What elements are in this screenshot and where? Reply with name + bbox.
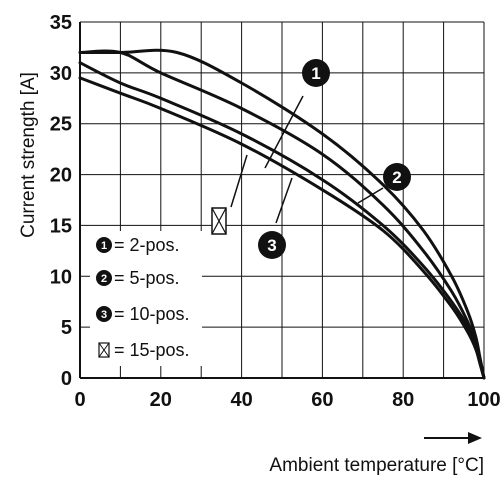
legend-item-15-pos: = 15-pos.	[98, 340, 190, 360]
svg-text:2: 2	[392, 168, 401, 187]
y-tick-label: 10	[50, 266, 72, 288]
legend-item-10-pos: 3 = 10-pos.	[96, 304, 190, 324]
legend-item-5-pos: 2 = 5-pos.	[96, 268, 180, 288]
y-tick-label: 15	[50, 215, 72, 237]
callout-leaders	[230, 95, 384, 224]
svg-text:= 15-pos.: = 15-pos.	[114, 340, 190, 360]
x-tick-label: 80	[392, 389, 414, 411]
series-line-1	[78, 48, 486, 380]
curves	[78, 48, 486, 380]
y-tick-label: 5	[61, 317, 72, 339]
series-line-15-pos	[78, 76, 486, 380]
svg-text:= 5-pos.: = 5-pos.	[114, 268, 180, 288]
x-tick-label: 40	[230, 389, 252, 411]
x-tick-label: 60	[311, 389, 333, 411]
svg-text:3: 3	[267, 236, 276, 255]
legend-item-2-pos: 1 = 2-pos.	[96, 235, 180, 255]
y-tick-label: 30	[50, 63, 72, 85]
callout-15-pos-icon	[211, 207, 227, 235]
callout-1: 1	[302, 59, 330, 87]
svg-text:2: 2	[101, 273, 107, 285]
svg-text:3: 3	[101, 309, 107, 321]
svg-text:= 10-pos.: = 10-pos.	[114, 304, 190, 324]
series-line-2	[78, 49, 486, 380]
x-tick-label: 20	[150, 389, 172, 411]
y-tick-label: 25	[50, 114, 72, 136]
svg-text:1: 1	[101, 240, 107, 252]
x-tick-label: 0	[74, 389, 85, 411]
y-tick-label: 0	[61, 368, 72, 390]
y-tick-label: 20	[50, 165, 72, 187]
callout-3: 3	[258, 231, 286, 259]
y-tick-label: 35	[50, 12, 72, 34]
callout-2: 2	[383, 163, 411, 191]
legend: 1 = 2-pos. 2 = 5-pos. 3 = 10-pos. = 15-p…	[90, 231, 202, 366]
x-axis-arrow	[424, 432, 482, 444]
svg-text:= 2-pos.: = 2-pos.	[114, 235, 180, 255]
x-axis-label: Ambient temperature [°C]	[269, 455, 484, 476]
svg-text:1: 1	[311, 64, 320, 83]
x-tick-label: 100	[467, 389, 500, 411]
tick-labels: 0 20 40 60 80 100 0 5 10 15 20 25 30 35	[50, 12, 500, 411]
y-axis-label: Current strength [A]	[18, 72, 39, 238]
grid	[79, 21, 485, 379]
